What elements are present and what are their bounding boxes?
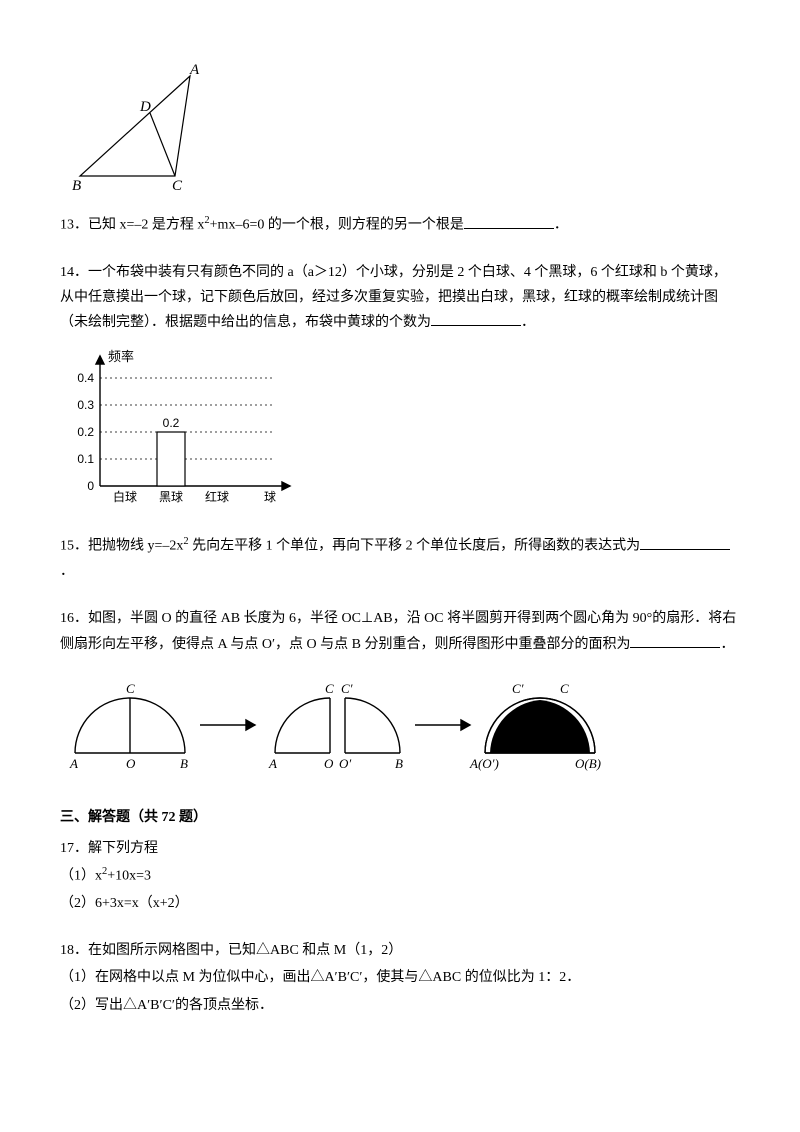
- question-18: 18．在如图所示网格图中，已知△ABC 和点 M（1，2） （1）在网格中以点 …: [60, 938, 740, 1018]
- q17-p1-b: +10x=3: [107, 869, 151, 884]
- p1-c: C: [126, 681, 135, 696]
- label-c: C: [172, 178, 183, 194]
- p3-cp: C′: [512, 681, 524, 696]
- q18-text: 在如图所示网格图中，已知△ABC 和点 M（1，2）: [88, 943, 402, 958]
- q18-part2: （2）写出△A′B′C′的各顶点坐标．: [60, 993, 740, 1018]
- xlabel-3: 球: [264, 490, 276, 504]
- q17-p2-label: （2）: [60, 896, 95, 911]
- triangle-svg: A D B C: [60, 56, 220, 196]
- q17-number: 17．: [60, 841, 88, 856]
- q13-text-a: 已知 x=‒2 是方程 x: [88, 218, 204, 233]
- p2-op: O′: [339, 756, 351, 771]
- p2-cp: C′: [341, 681, 353, 696]
- label-a: A: [189, 62, 200, 78]
- section-3-header: 三、解答题（共 72 题）: [60, 805, 740, 830]
- p2-b: B: [395, 756, 403, 771]
- q15-text-a: 把抛物线 y=‒2x: [88, 539, 183, 554]
- question-15: 15．把抛物线 y=‒2x2 先向左平移 1 个单位，再向下平移 2 个单位长度…: [60, 533, 740, 584]
- q13-text-b: +mx‒6=0 的一个根，则方程的另一个根是: [210, 218, 464, 233]
- ytick-4: 0.4: [77, 371, 94, 385]
- q14-number: 14．: [60, 265, 88, 280]
- xlabel-1: 黑球: [159, 490, 183, 504]
- ytick-0: 0: [87, 479, 94, 493]
- xlabel-2: 红球: [205, 489, 229, 504]
- q15-number: 15．: [60, 539, 88, 554]
- p1-o: O: [126, 756, 136, 771]
- p1-a: A: [69, 756, 78, 771]
- ytick-1: 0.1: [77, 452, 94, 466]
- question-16: 16．如图，半圆 O 的直径 AB 长度为 6，半径 OC⊥AB，沿 OC 将半…: [60, 606, 740, 782]
- q13-text-c: ．: [554, 218, 568, 233]
- q15-text-b: 先向左平移 1 个单位，再向下平移 2 个单位长度后，所得函数的表达式为: [189, 539, 641, 554]
- question-13: 13．已知 x=‒2 是方程 x2+mx‒6=0 的一个根，则方程的另一个根是．: [60, 212, 740, 238]
- bar-chart-svg: 频率 0 0.1 0.2 0.3 0.4 0.2 白球 黑球: [60, 341, 310, 511]
- question-17: 17．解下列方程 （1）x2+10x=3 （2）6+3x=x（x+2）: [60, 836, 740, 916]
- q16-figure: C A O B C C′: [60, 663, 740, 783]
- q16-blank: [630, 633, 720, 648]
- q12-triangle-figure: A D B C: [60, 56, 740, 196]
- q17-p1-a: x: [95, 869, 102, 884]
- q18-part1: （1）在网格中以点 M 为位似中心，画出△A′B′C′，使其与△ABC 的位似比…: [60, 965, 740, 990]
- q14-chart: 频率 0 0.1 0.2 0.3 0.4 0.2 白球 黑球: [60, 341, 740, 511]
- p3-ob: O(B): [575, 756, 601, 771]
- q16-end: ．: [720, 637, 734, 652]
- q16-number: 16．: [60, 611, 88, 626]
- label-b: B: [72, 178, 81, 194]
- bar-value-label: 0.2: [163, 416, 180, 430]
- xlabel-0: 白球: [113, 489, 137, 504]
- p1-b: B: [180, 756, 188, 771]
- q18-number: 18．: [60, 943, 88, 958]
- q14-end: ．: [521, 315, 535, 330]
- q15-blank: [640, 535, 730, 550]
- ytick-3: 0.3: [77, 398, 94, 412]
- ytick-2: 0.2: [77, 425, 94, 439]
- q14-text: 一个布袋中装有只有颜色不同的 a（a＞12）个小球，分别是 2 个白球、4 个黑…: [60, 265, 727, 330]
- q15-text-c: ．: [60, 564, 74, 579]
- q17-title: 解下列方程: [88, 841, 158, 856]
- y-axis-label: 频率: [108, 349, 134, 364]
- question-14: 14．一个布袋中装有只有颜色不同的 a（a＞12）个小球，分别是 2 个白球、4…: [60, 260, 740, 512]
- p3-aop: A(O′): [469, 756, 499, 771]
- p2-o: O: [324, 756, 334, 771]
- q14-blank: [431, 311, 521, 326]
- q13-blank: [464, 214, 554, 229]
- p3-c: C: [560, 681, 569, 696]
- label-d: D: [139, 99, 151, 115]
- p2-c: C: [325, 681, 334, 696]
- q17-p1-label: （1）: [60, 869, 95, 884]
- semicircle-svg: C A O B C C′: [60, 663, 640, 783]
- q13-number: 13．: [60, 218, 88, 233]
- q17-p2: 6+3x=x（x+2）: [95, 896, 189, 911]
- bar-black-ball: [157, 432, 185, 486]
- p2-a: A: [268, 756, 277, 771]
